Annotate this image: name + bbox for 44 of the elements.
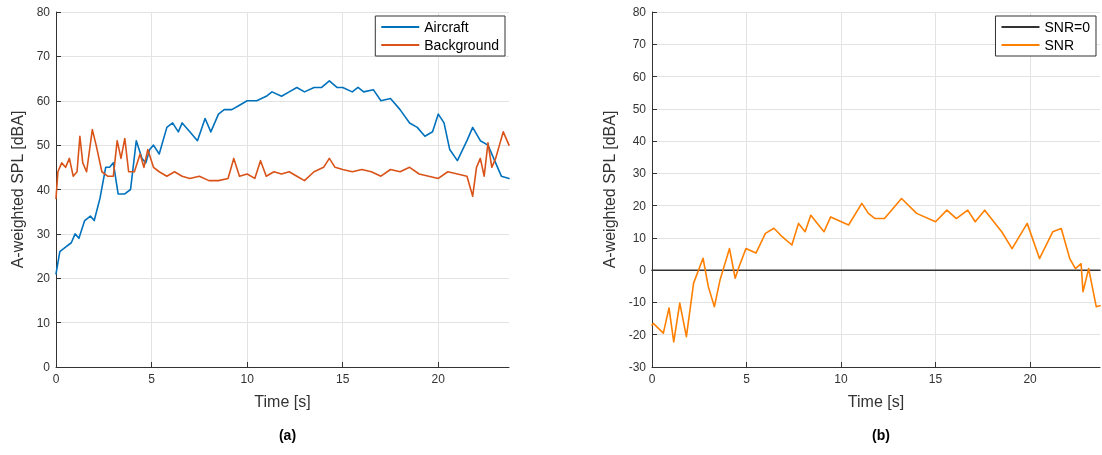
y-tick-label: 10 [36,315,51,330]
y-tick-label: 10 [632,230,647,245]
line-series [55,79,510,275]
y-tick-label: 0 [639,263,647,278]
y-tick-label: -30 [628,360,647,374]
y-tick-label: 70 [36,49,51,64]
x-tick-label: 5 [743,372,751,386]
line-series [651,197,1101,343]
y-tick-label: 0 [43,360,51,374]
text: (b) [872,427,890,443]
line-series [55,128,510,200]
x-tick-label: 10 [834,372,849,386]
y-tick-label: 40 [36,182,51,197]
x-tick-label: 15 [928,372,943,386]
x-tick-label: 20 [431,372,446,386]
y-tick-label: 30 [632,166,647,181]
y-axis-title: A-weighted SPL [dBA] [601,110,619,269]
x-axis-title: Time [s] [254,392,311,410]
x-tick-label: 5 [148,372,156,386]
y-tick-label: 60 [36,93,51,108]
x-tick-label: 0 [648,372,656,386]
text: (a) [278,427,297,443]
y-tick-label: 80 [36,5,51,19]
x-tick-label: 15 [336,372,350,386]
y-tick-label: 80 [632,5,647,19]
y-axis-title: A-weighted SPL [dBA] [9,110,27,269]
y-tick-label: -10 [628,295,647,310]
y-tick-label: 20 [632,198,647,213]
y-tick-label: 50 [36,138,51,153]
x-tick-label: 10 [240,372,255,386]
y-tick-label: 70 [632,37,647,52]
y-tick-label: 30 [36,226,51,241]
y-tick-label: 40 [632,134,647,149]
x-axis-title: Time [s] [847,392,905,410]
y-tick-label: 20 [36,271,51,286]
legend-label: SNR=0 [1044,19,1091,35]
x-tick-label: 0 [52,372,60,386]
legend-label: Aircraft [424,19,469,35]
y-tick-label: -20 [628,327,647,342]
x-tick-label: 20 [1023,372,1038,386]
y-tick-label: 50 [632,101,647,116]
legend-label: SNR [1044,37,1075,53]
y-tick-label: 60 [632,69,647,84]
legend-label: Background [424,37,499,53]
